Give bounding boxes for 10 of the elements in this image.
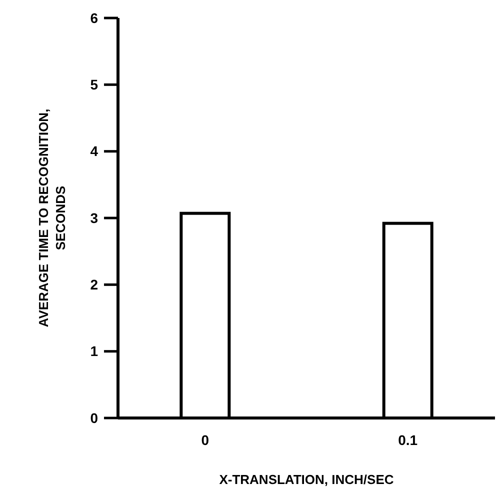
y-tick-label: 1 [90, 343, 98, 360]
x-tick-label: 0.1 [398, 432, 418, 448]
y-tick-label: 5 [90, 76, 98, 93]
y-tick-label: 0 [90, 410, 98, 426]
y-axis-title: AVERAGE TIME TO RECOGNITION, SECONDS [36, 108, 68, 328]
x-axis-title: X-TRANSLATION, INCH/SEC [219, 472, 394, 487]
y-tick-label: 2 [90, 276, 98, 293]
y-tick-label: 4 [90, 143, 98, 160]
y-tick-label: 3 [90, 210, 98, 226]
y-tick-label: 6 [90, 10, 98, 26]
